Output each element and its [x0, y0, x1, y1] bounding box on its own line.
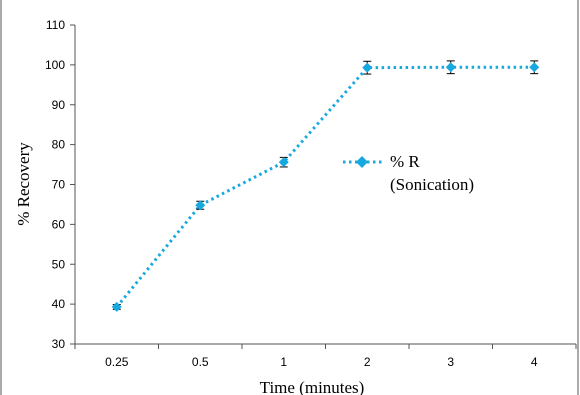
x-tick-label: 4 — [531, 355, 538, 369]
x-axis-ticks: 0.25 0.5 1 2 3 4 — [74, 344, 577, 369]
y-tick-label: 40 — [52, 297, 66, 311]
legend-label-line1: % R — [390, 152, 420, 171]
y-tick-label: 110 — [46, 18, 65, 32]
x-tick-label: 2 — [364, 355, 371, 369]
legend-marker — [356, 156, 368, 168]
data-point — [362, 62, 373, 73]
y-tick-label: 60 — [52, 217, 66, 231]
x-axis-title: Time (minutes) — [260, 378, 365, 395]
x-tick-label: 1 — [280, 355, 287, 369]
data-point — [195, 200, 206, 211]
y-axis-ticks: 30 40 50 60 70 80 90 100 110 — [45, 18, 75, 351]
series-layer — [111, 60, 540, 312]
y-tick-label: 90 — [52, 98, 66, 112]
x-tick-label: 3 — [447, 355, 454, 369]
y-tick-label: 70 — [52, 178, 66, 192]
data-point — [445, 62, 456, 73]
y-axis-title: % Recovery — [14, 142, 33, 226]
x-tick-label: 0.5 — [192, 355, 209, 369]
data-point — [111, 301, 122, 312]
legend: % R (Sonication) — [343, 152, 474, 194]
x-tick-label: 0.25 — [105, 355, 129, 369]
series-line — [115, 65, 535, 308]
y-tick-label: 100 — [45, 58, 65, 72]
y-tick-label: 50 — [52, 257, 66, 271]
legend-label-line2: (Sonication) — [390, 175, 474, 194]
y-tick-label: 30 — [52, 337, 66, 351]
data-point — [278, 157, 289, 168]
y-tick-label: 80 — [52, 138, 66, 152]
data-point — [529, 62, 540, 73]
